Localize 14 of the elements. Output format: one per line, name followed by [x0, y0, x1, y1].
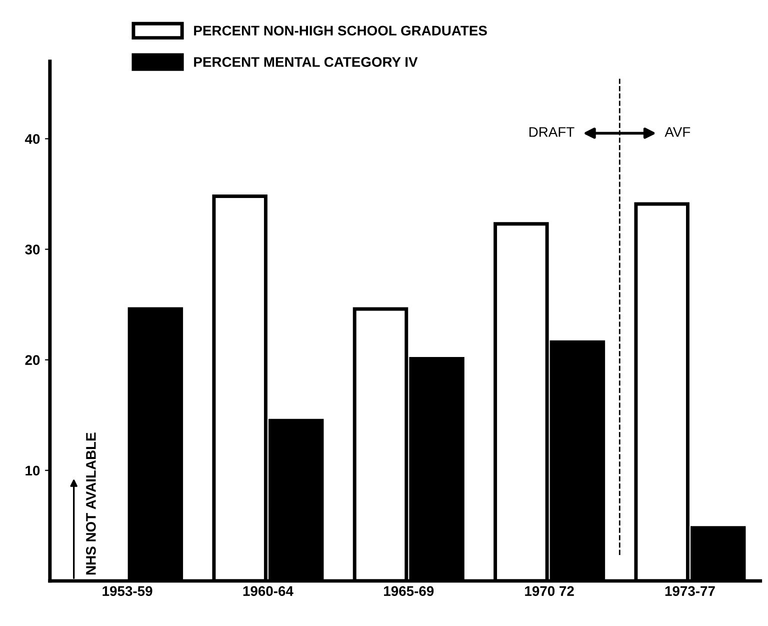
annotation: NHS NOT AVAILABLE: [86, 432, 96, 574]
annotation: DRAFT: [529, 127, 574, 137]
y-tick-label: 10: [26, 466, 40, 476]
legend-label: PERCENT NON-HIGH SCHOOL GRADUATES: [194, 26, 487, 36]
y-tick-label: 30: [25, 244, 40, 254]
annotation: AVF: [664, 127, 690, 137]
y-tick-label: 20: [25, 355, 40, 365]
x-tick-label: 1973-77: [665, 586, 715, 596]
legend-label: PERCENT MENTAL CATEGORY IV: [194, 57, 418, 67]
y-tick-label: 40: [24, 134, 40, 144]
x-tick-label: 1970 72: [525, 586, 574, 596]
x-tick-label: 1953-59: [102, 586, 152, 596]
x-tick-label: 1960-64: [243, 586, 294, 596]
x-tick-label: 1965-69: [384, 586, 434, 596]
